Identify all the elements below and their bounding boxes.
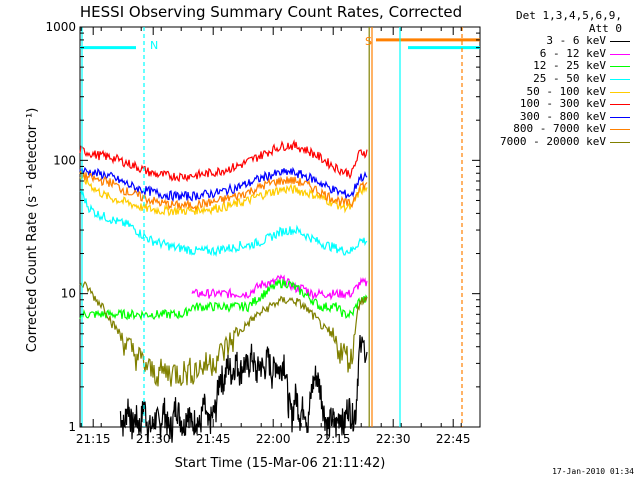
y-tick-label: 1 bbox=[68, 420, 76, 434]
legend-swatch bbox=[610, 141, 630, 143]
x-tick-label: 22:00 bbox=[256, 432, 291, 446]
legend-item-label: 50 - 100 keV bbox=[526, 84, 606, 98]
legend-swatch bbox=[610, 78, 630, 80]
legend-swatch bbox=[610, 104, 630, 106]
x-tick-label: 21:30 bbox=[136, 432, 171, 446]
series-line-7 bbox=[79, 170, 368, 211]
series-line-2 bbox=[79, 278, 368, 321]
legend-item: 25 - 50 keV bbox=[482, 71, 632, 86]
series-line-1 bbox=[191, 274, 368, 301]
series-line-8 bbox=[79, 281, 368, 387]
chart-title: HESSI Observing Summary Count Rates, Cor… bbox=[80, 3, 462, 21]
series-line-4 bbox=[79, 173, 368, 217]
legend-swatch bbox=[610, 66, 630, 68]
y-tick-label: 1000 bbox=[45, 20, 76, 34]
legend-item: 300 - 800 keV bbox=[482, 109, 632, 124]
legend-item: 50 - 100 keV bbox=[482, 84, 632, 99]
x-tick-label: 21:15 bbox=[76, 432, 111, 446]
series-layer bbox=[79, 139, 368, 443]
legend-item-label: 12 - 25 keV bbox=[533, 59, 606, 73]
legend-swatch bbox=[610, 41, 630, 43]
x-tick-label: 21:45 bbox=[196, 432, 231, 446]
plot-frame bbox=[79, 26, 481, 428]
legend-item: 6 - 12 keV bbox=[482, 46, 632, 61]
legend-item: 7000 - 20000 keV bbox=[482, 134, 632, 149]
footer-timestamp: 17-Jan-2010 01:34 bbox=[552, 467, 634, 476]
legend-item: 3 - 6 keV bbox=[482, 34, 632, 48]
legend-swatch bbox=[610, 116, 630, 118]
x-tick-label: 22:15 bbox=[316, 432, 351, 446]
y-axis: 1 10 100 1000 bbox=[45, 20, 480, 434]
legend-item-label: 3 - 6 keV bbox=[546, 34, 606, 48]
series-line-3 bbox=[79, 190, 368, 257]
legend-swatch bbox=[610, 129, 630, 131]
legend-item-label: 6 - 12 keV bbox=[539, 46, 606, 60]
legend-header-line1: Det 1,3,4,5,6,9, bbox=[516, 9, 622, 22]
marker-label-s: S bbox=[365, 35, 372, 48]
x-tick-label: 22:30 bbox=[376, 432, 411, 446]
legend-item: 12 - 25 keV bbox=[482, 60, 632, 73]
legend-item: 100 - 300 keV bbox=[482, 97, 632, 111]
x-axis-label: Start Time (15-Mar-06 21:11:42) bbox=[175, 456, 386, 471]
legend-item: 800 - 7000 keV bbox=[482, 123, 632, 136]
legend-item-label: 800 - 7000 keV bbox=[513, 122, 606, 136]
legend-item-label: 25 - 50 keV bbox=[533, 71, 606, 85]
x-tick-label: 22:45 bbox=[436, 432, 471, 446]
series-line-6 bbox=[79, 166, 368, 203]
series-line-0 bbox=[119, 334, 368, 443]
y-tick-label: 100 bbox=[53, 153, 76, 167]
legend-swatch bbox=[610, 53, 630, 55]
marker-label-n: N bbox=[150, 39, 158, 52]
legend-header-line2: Att 0 bbox=[588, 21, 622, 35]
series-line-5 bbox=[79, 139, 368, 183]
y-tick-label: 10 bbox=[61, 287, 76, 301]
legend-item-label: 7000 - 20000 keV bbox=[500, 134, 606, 148]
legend-item-label: 300 - 800 keV bbox=[519, 109, 606, 123]
x-axis: 21:15 21:30 21:45 22:00 22:15 22:30 22:45 bbox=[76, 27, 471, 446]
y-axis-label: Corrected Count Rate (s⁻¹ detector⁻¹) bbox=[25, 108, 40, 353]
legend-items: 3 - 6 keV 6 - 12 keV 12 - 25 keV 25 - 50 ke… bbox=[482, 34, 632, 149]
legend-swatch bbox=[610, 91, 630, 93]
legend: Det 1,3,4,5,6,9, Att 0 3 - 6 keV 6 - 12 k… bbox=[482, 9, 632, 149]
legend-item-label: 100 - 300 keV bbox=[519, 97, 606, 111]
